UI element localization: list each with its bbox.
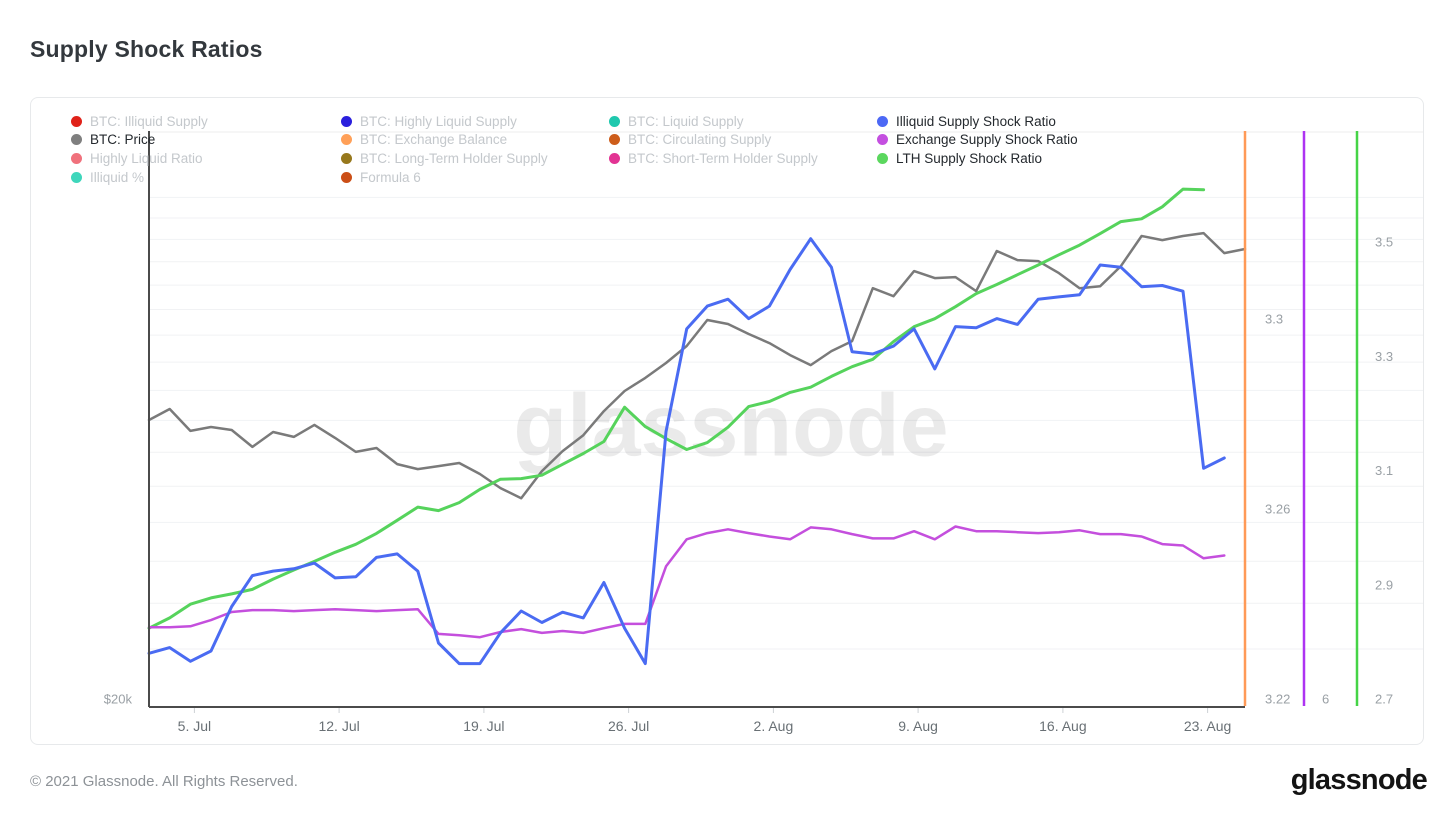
legend-dot-icon (71, 152, 82, 164)
x-tick-label: 16. Aug (1039, 718, 1087, 734)
legend-column: BTC: Highly Liquid Supply BTC: Exchange B… (341, 112, 548, 186)
legend-item[interactable]: BTC: Highly Liquid Supply (341, 112, 548, 131)
legend-dot-icon (877, 152, 888, 164)
legend-dot-icon (609, 115, 620, 127)
x-tick-label: 23. Aug (1184, 718, 1232, 734)
legend-column: BTC: Liquid Supply BTC: Circulating Suppl… (609, 112, 818, 168)
legend-item-label: BTC: Liquid Supply (628, 113, 744, 129)
legend-item[interactable]: Highly Liquid Ratio (71, 149, 208, 168)
axis-tick-label: 3.3 (1265, 311, 1283, 326)
legend-item[interactable]: BTC: Price (71, 131, 208, 150)
legend-item-label: BTC: Price (90, 132, 156, 148)
legend-dot-icon (341, 115, 352, 127)
axis-tick-label: 6 (1322, 692, 1329, 707)
axis-tick-label: 3.26 (1265, 501, 1290, 516)
legend-dot-icon (877, 115, 888, 127)
legend-item[interactable]: BTC: Short-Term Holder Supply (609, 149, 818, 168)
legend-item[interactable]: BTC: Long-Term Holder Supply (341, 149, 548, 168)
legend-item-label: Exchange Supply Shock Ratio (896, 132, 1078, 148)
legend-dot-icon (877, 134, 888, 146)
legend-item[interactable]: Illiquid % (71, 168, 208, 187)
legend-dot-icon (341, 152, 352, 164)
legend-item-label: Illiquid % (90, 169, 145, 185)
legend-item-label: Highly Liquid Ratio (90, 150, 203, 166)
x-tick-label: 26. Jul (608, 718, 649, 734)
page-title: Supply Shock Ratios (30, 36, 263, 62)
legend-column: BTC: Illiquid Supply BTC: Price Highly Liq… (71, 112, 208, 186)
axis-tick-label: 3.3 (1375, 349, 1393, 364)
legend-item-label: Illiquid Supply Shock Ratio (896, 113, 1056, 129)
legend-item-label: LTH Supply Shock Ratio (896, 150, 1043, 166)
glassnode-logo: glassnode (1290, 764, 1428, 796)
legend-item[interactable]: BTC: Illiquid Supply (71, 112, 208, 131)
axis-tick-label: 3.1 (1375, 463, 1393, 478)
chart-card: glassnode 5. Jul 12. Jul 19. Jul 26. Jul 2. A… (30, 97, 1424, 745)
legend-item[interactable]: LTH Supply Shock Ratio (877, 149, 1078, 168)
legend-dot-icon (609, 134, 620, 146)
copyright-text: © 2021 Glassnode. All Rights Reserved. (30, 773, 298, 790)
legend-item[interactable]: BTC: Liquid Supply (609, 112, 818, 131)
legend-item-label: Formula 6 (360, 169, 421, 185)
legend-dot-icon (71, 115, 82, 127)
legend-item-label: BTC: Exchange Balance (360, 132, 508, 148)
legend-dot-icon (341, 171, 352, 183)
axis-tick-label: $20k (104, 692, 133, 707)
series-line-illiquid (147, 237, 1226, 666)
legend-item-label: BTC: Long-Term Holder Supply (360, 150, 548, 166)
legend-dot-icon (341, 134, 352, 146)
legend-item[interactable]: BTC: Circulating Supply (609, 131, 818, 150)
legend-column: Illiquid Supply Shock Ratio Exchange Supp… (877, 112, 1078, 168)
legend-dot-icon (71, 134, 82, 146)
legend-item-label: BTC: Highly Liquid Supply (360, 113, 517, 129)
legend-item-label: BTC: Circulating Supply (628, 132, 772, 148)
x-tick-label: 5. Jul (178, 718, 211, 734)
legend-item[interactable]: BTC: Exchange Balance (341, 131, 548, 150)
axis-tick-label: 2.9 (1375, 577, 1393, 592)
legend-item-label: BTC: Short-Term Holder Supply (628, 150, 818, 166)
x-tick-label: 2. Aug (754, 718, 794, 734)
legend-item[interactable]: Illiquid Supply Shock Ratio (877, 112, 1078, 131)
series-line-lth (147, 187, 1206, 630)
axis-tick-label: 3.22 (1265, 692, 1290, 707)
axis-tick-label: 3.5 (1375, 235, 1393, 250)
x-tick-label: 19. Jul (463, 718, 504, 734)
legend-item[interactable]: Exchange Supply Shock Ratio (877, 131, 1078, 150)
series-line-exchange (147, 525, 1226, 639)
legend-dot-icon (71, 171, 82, 183)
legend-item[interactable]: Formula 6 (341, 168, 548, 187)
x-tick-label: 12. Jul (318, 718, 359, 734)
series-line-price (147, 231, 1247, 500)
x-tick-label: 9. Aug (898, 718, 938, 734)
legend-item-label: BTC: Illiquid Supply (90, 113, 208, 129)
legend-dot-icon (609, 152, 620, 164)
axis-tick-label: 2.7 (1375, 692, 1393, 707)
